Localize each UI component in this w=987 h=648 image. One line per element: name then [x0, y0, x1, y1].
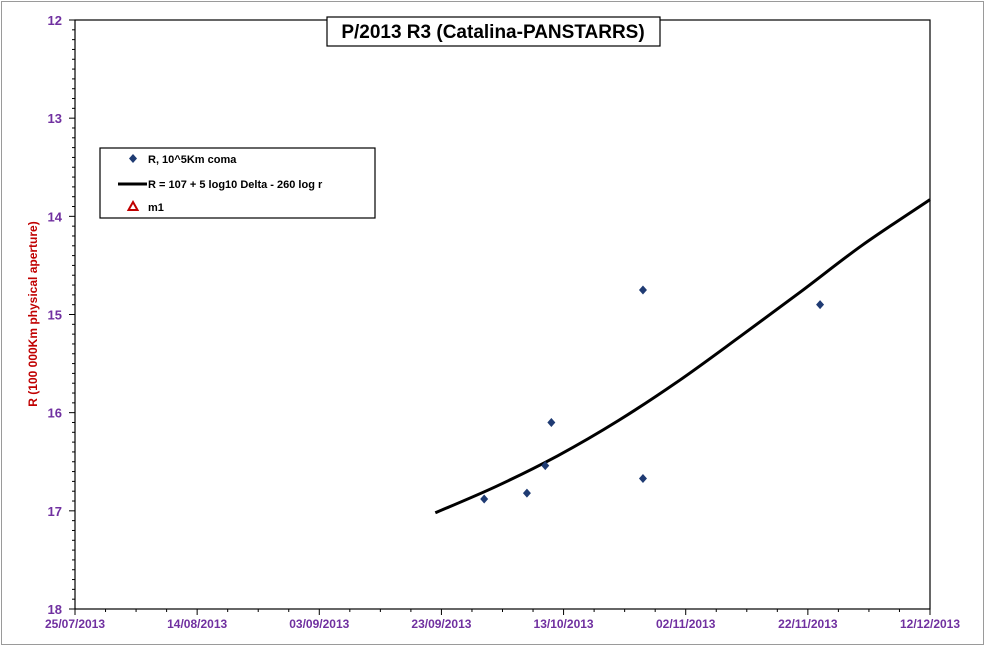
plot-area-border — [74, 19, 931, 610]
x-tick-label: 13/10/2013 — [534, 617, 594, 631]
data-point-diamond — [547, 417, 556, 427]
y-tick-label: 12 — [48, 13, 62, 28]
fit-line-series — [434, 198, 931, 515]
fit-line — [434, 198, 931, 515]
y-tick-label: 18 — [48, 602, 62, 617]
y-tick-label: 17 — [48, 504, 62, 519]
x-tick-label: 25/07/2013 — [45, 617, 105, 631]
legend-label-fit: R = 107 + 5 log10 Delta - 260 log r — [148, 179, 323, 191]
x-axis-ticks: 25/07/2013 14/08/2013 03/09/2013 23/09/2013… — [45, 609, 960, 631]
legend-label-coma: R, 10^5Km coma — [148, 154, 237, 166]
x-tick-label: 22/11/2013 — [778, 617, 838, 631]
data-point-diamond — [522, 488, 531, 498]
x-tick-label: 02/11/2013 — [656, 617, 716, 631]
y-tick-label: 14 — [48, 209, 63, 224]
y-tick-label: 16 — [48, 406, 62, 421]
x-tick-label: 12/12/2013 — [900, 617, 960, 631]
y-tick-label: 13 — [48, 111, 62, 126]
y-axis-label: R (100 000Km physical aperture) — [26, 221, 40, 406]
x-tick-label: 03/09/2013 — [289, 617, 349, 631]
y-axis-ticks: 12 13 14 15 16 17 18 — [48, 13, 75, 617]
observed-points-series — [480, 285, 825, 504]
chart-title: P/2013 R3 (Catalina-PANSTARRS) — [341, 22, 644, 43]
data-point-diamond — [541, 461, 550, 471]
axes — [74, 19, 931, 610]
legend: R, 10^5Km coma R = 107 + 5 log10 Delta -… — [99, 147, 376, 219]
legend-label-m1: m1 — [148, 202, 164, 214]
legend-diamond-marker — [129, 154, 137, 163]
chart-title-box: P/2013 R3 (Catalina-PANSTARRS) — [326, 16, 661, 47]
data-point-diamond — [480, 494, 489, 504]
data-point-diamond — [638, 285, 647, 295]
data-point-diamond — [816, 300, 825, 310]
x-tick-label: 14/08/2013 — [167, 617, 227, 631]
y-tick-label: 15 — [48, 308, 62, 323]
x-tick-label: 23/09/2013 — [411, 617, 471, 631]
data-point-diamond — [638, 473, 647, 483]
legend-triangle-marker — [126, 199, 140, 211]
